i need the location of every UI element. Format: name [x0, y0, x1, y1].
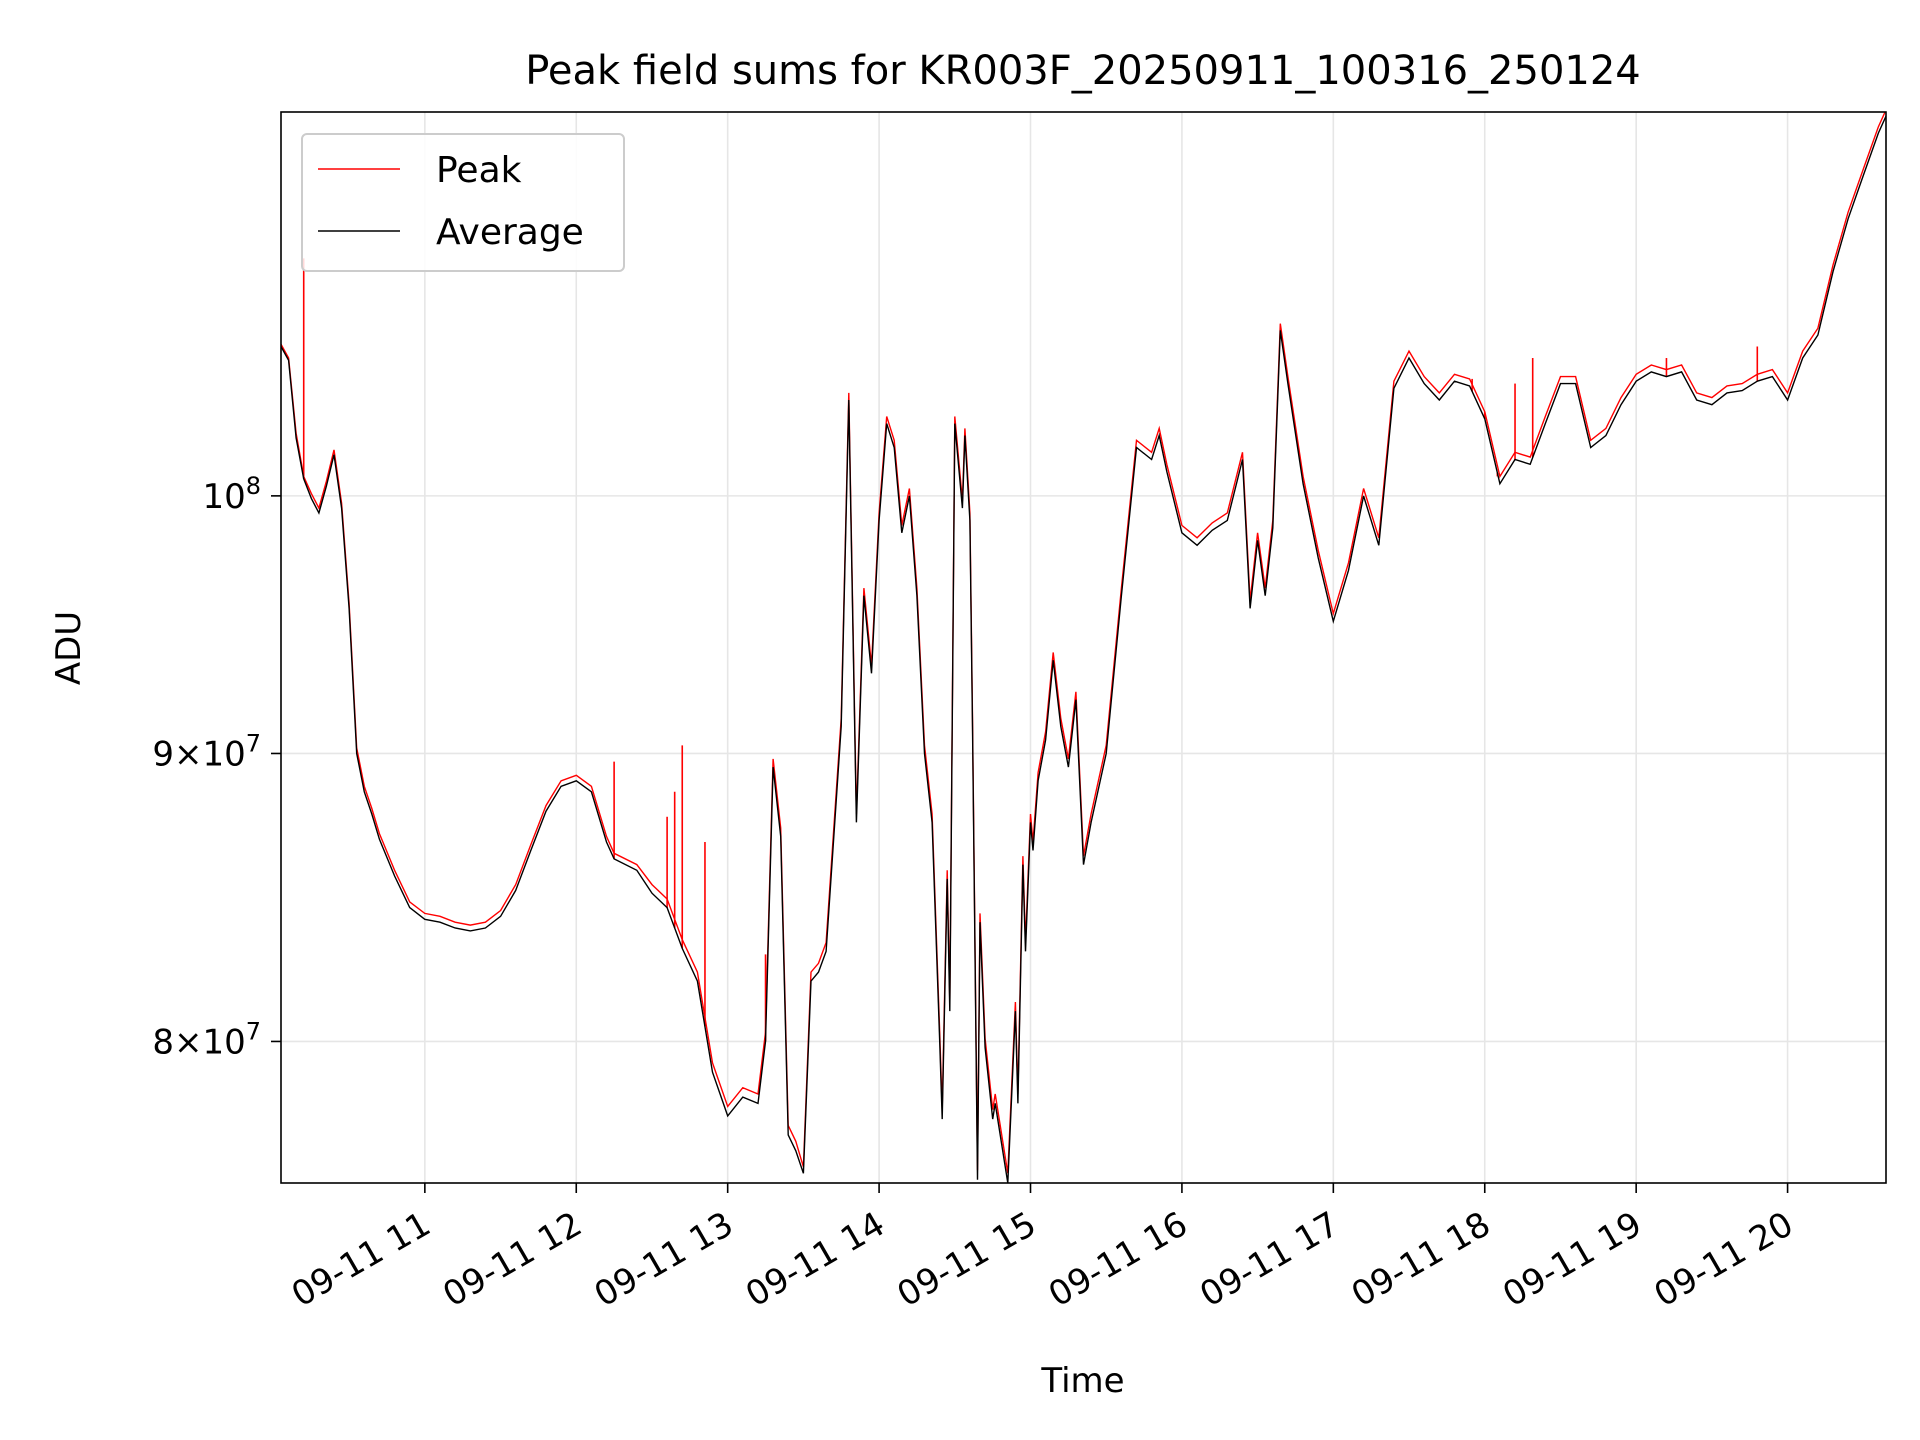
chart-title: Peak field sums for KR003F_20250911_1003… — [525, 48, 1641, 94]
legend-average-label: Average — [436, 212, 584, 253]
y-tick-label: 8×107 — [152, 1017, 261, 1062]
legend: Peak Average — [302, 134, 624, 271]
legend-peak-label: Peak — [436, 150, 522, 191]
y-axis-label: ADU — [49, 611, 89, 685]
y-tick-label: 9×107 — [152, 729, 261, 774]
x-axis-label: Time — [1040, 1361, 1124, 1401]
chart: 09-11 11 09-11 12 09-11 13 09-11 14 09-11 15… — [0, 0, 1920, 1440]
